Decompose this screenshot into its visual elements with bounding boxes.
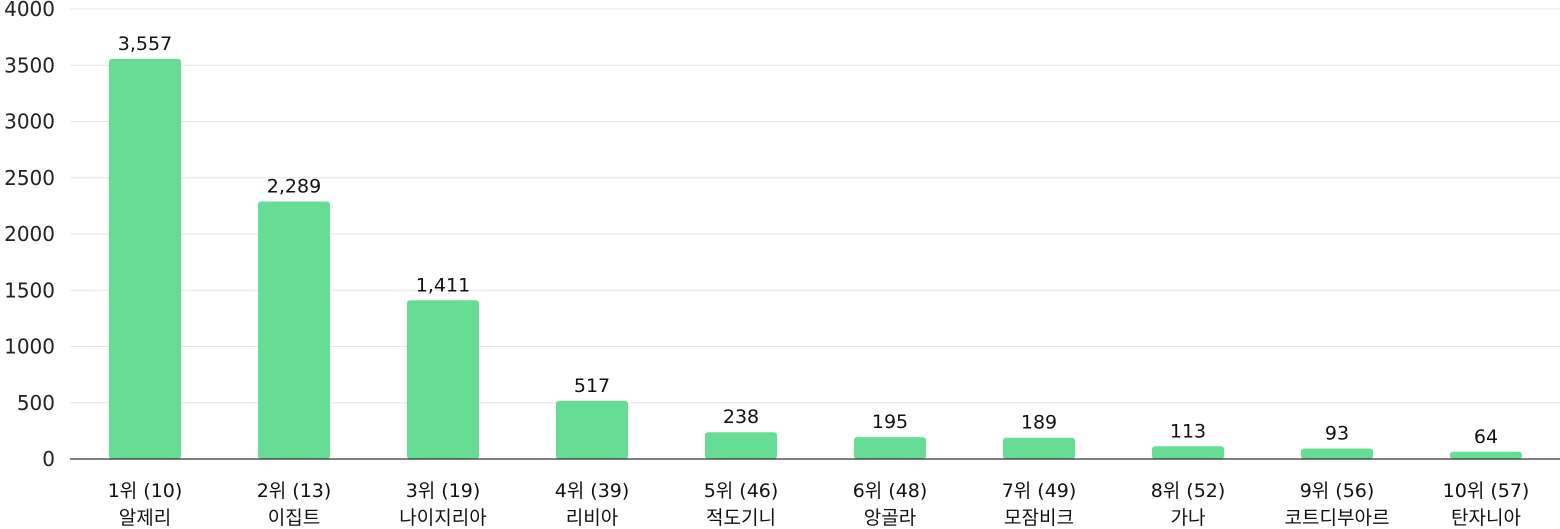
data-label: 64 <box>1474 426 1498 448</box>
x-tick-label-country: 코트디부아르 <box>1285 507 1390 529</box>
x-tick-label-rank: 7위 (49) <box>1002 480 1077 502</box>
data-label: 3,557 <box>118 33 172 55</box>
x-tick-label-rank: 6위 (48) <box>853 480 928 502</box>
bars <box>109 58 1522 460</box>
data-label: 238 <box>723 406 759 428</box>
y-tick-label: 4000 <box>4 0 55 21</box>
x-tick-label-rank: 3위 (19) <box>406 480 481 502</box>
x-tick-label-country: 리비아 <box>566 507 618 529</box>
y-axis-ticks: 0 500 1000 1500 2000 2500 3000 3500 4000 <box>4 0 55 471</box>
x-tick-label-country: 앙골라 <box>864 507 916 529</box>
bar <box>109 58 181 460</box>
y-tick-label: 1500 <box>4 278 55 302</box>
x-tick-label-country: 모잠비크 <box>1004 507 1074 529</box>
x-tick-label-rank: 1위 (10) <box>108 480 183 502</box>
data-label: 113 <box>1170 420 1206 442</box>
data-label: 195 <box>872 411 908 433</box>
bar <box>1152 446 1224 459</box>
x-tick-label-rank: 4위 (39) <box>555 480 630 502</box>
value-labels: 3,557 2,289 1,411 517 238 195 189 113 93 64 <box>118 33 1498 448</box>
x-tick-label-rank: 2위 (13) <box>257 480 332 502</box>
x-tick-label-country: 알제리 <box>119 507 171 529</box>
y-tick-label: 3500 <box>4 53 55 77</box>
bar <box>258 201 330 460</box>
x-tick-label-rank: 8위 (52) <box>1151 480 1226 502</box>
x-tick-label-rank: 10위 (57) <box>1443 480 1530 502</box>
x-tick-label-rank: 9위 (56) <box>1300 480 1375 502</box>
bar <box>1003 437 1075 459</box>
x-tick-label-country: 탄자니아 <box>1451 507 1521 529</box>
bar <box>854 437 926 459</box>
x-tick-label-country: 이집트 <box>268 507 320 529</box>
x-tick-label-country: 적도기니 <box>706 507 776 529</box>
y-tick-label: 1000 <box>4 335 55 359</box>
data-label: 93 <box>1325 423 1349 445</box>
y-tick-label: 500 <box>17 391 55 415</box>
bar <box>705 432 777 459</box>
x-tick-label-country: 가나 <box>1171 507 1206 529</box>
category-labels: 1위 (10) 알제리 2위 (13) 이집트 3위 (19) 나이지리아 4위 (39) 리… <box>108 480 1530 529</box>
y-tick-label: 3000 <box>4 110 55 134</box>
bar <box>407 300 479 459</box>
data-label: 2,289 <box>267 175 321 197</box>
x-tick-label-country: 나이지리아 <box>399 507 486 529</box>
bar <box>556 400 628 459</box>
y-tick-label: 2500 <box>4 166 55 190</box>
y-tick-label: 0 <box>42 447 55 471</box>
x-tick-label-rank: 5위 (46) <box>704 480 779 502</box>
data-label: 1,411 <box>416 274 470 296</box>
data-label: 189 <box>1021 412 1057 434</box>
bar <box>1450 451 1522 459</box>
bar <box>1301 448 1373 459</box>
data-label: 517 <box>574 375 610 397</box>
y-tick-label: 2000 <box>4 222 55 246</box>
